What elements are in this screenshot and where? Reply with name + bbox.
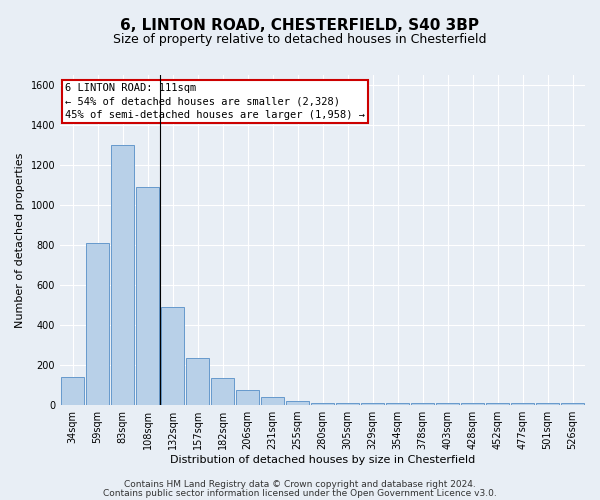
Bar — [86, 243, 109, 405]
Bar — [186, 358, 209, 405]
Bar — [211, 378, 234, 405]
Text: Contains public sector information licensed under the Open Government Licence v3: Contains public sector information licen… — [103, 488, 497, 498]
Y-axis label: Number of detached properties: Number of detached properties — [15, 152, 25, 328]
Bar — [361, 403, 384, 405]
Bar — [61, 377, 84, 405]
Bar — [336, 403, 359, 405]
Bar — [286, 400, 309, 405]
Text: 6 LINTON ROAD: 111sqm
← 54% of detached houses are smaller (2,328)
45% of semi-d: 6 LINTON ROAD: 111sqm ← 54% of detached … — [65, 84, 365, 120]
Bar — [461, 403, 484, 405]
Bar — [136, 187, 159, 405]
Bar — [261, 397, 284, 405]
Bar — [411, 403, 434, 405]
Bar — [311, 402, 334, 405]
Bar — [236, 390, 259, 405]
Bar — [386, 403, 409, 405]
Bar — [161, 307, 184, 405]
Bar — [511, 403, 534, 405]
Text: 6, LINTON ROAD, CHESTERFIELD, S40 3BP: 6, LINTON ROAD, CHESTERFIELD, S40 3BP — [121, 18, 479, 32]
Bar — [111, 145, 134, 405]
Bar — [436, 403, 459, 405]
Bar — [486, 403, 509, 405]
X-axis label: Distribution of detached houses by size in Chesterfield: Distribution of detached houses by size … — [170, 455, 475, 465]
Text: Contains HM Land Registry data © Crown copyright and database right 2024.: Contains HM Land Registry data © Crown c… — [124, 480, 476, 489]
Bar — [561, 402, 584, 405]
Bar — [536, 403, 559, 405]
Text: Size of property relative to detached houses in Chesterfield: Size of property relative to detached ho… — [113, 32, 487, 46]
